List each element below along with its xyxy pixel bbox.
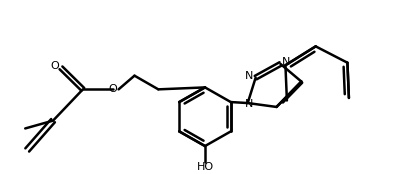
Text: O: O <box>51 61 60 71</box>
Text: HO: HO <box>196 162 214 172</box>
Text: O: O <box>108 84 117 94</box>
Text: N: N <box>245 71 253 81</box>
Text: N: N <box>245 99 253 109</box>
Text: N: N <box>282 57 291 67</box>
